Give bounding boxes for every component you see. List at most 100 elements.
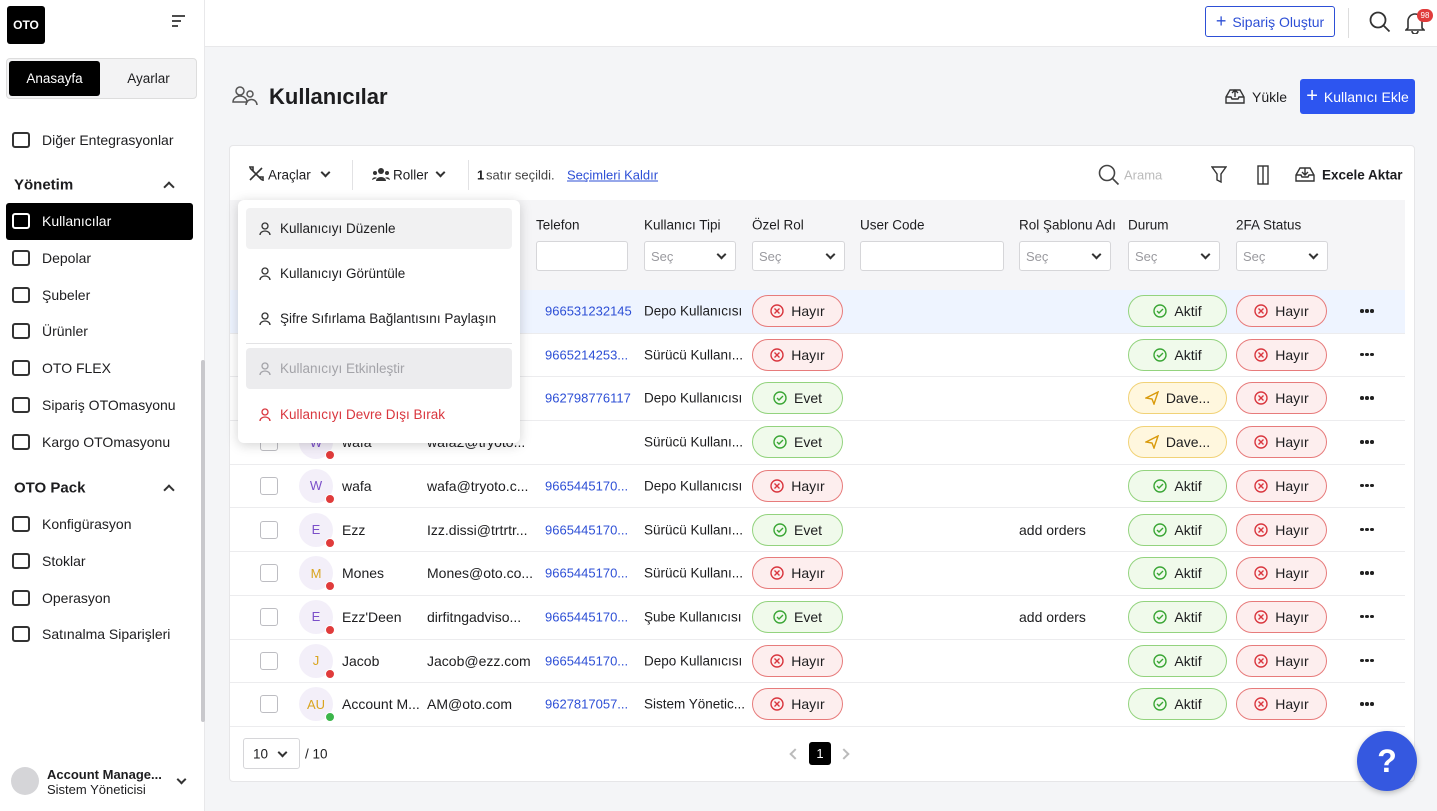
pill-icon — [1153, 653, 1168, 668]
row-checkbox[interactable] — [260, 607, 278, 626]
user-phone[interactable]: 9665445170... — [545, 653, 629, 669]
column-filter[interactable] — [860, 241, 1004, 271]
user-phone[interactable]: 966531232145 — [545, 303, 632, 319]
user-phone[interactable]: 9665445170... — [545, 522, 629, 537]
logo[interactable]: OTO — [7, 6, 45, 44]
dot — [1365, 527, 1369, 531]
user-phone[interactable]: 962798776117 — [545, 390, 631, 406]
user-phone[interactable]: 9665214253... — [545, 347, 629, 363]
topbar: + Sipariş Oluştur 98 — [205, 0, 1437, 47]
dot — [1360, 658, 1364, 663]
column-filter[interactable]: Seç — [1236, 241, 1328, 271]
pill-label: Hayır — [1275, 608, 1309, 625]
user-name: Ezz'Deen — [342, 608, 402, 625]
search-input[interactable]: Arama — [1124, 167, 1163, 183]
nav-item[interactable]: Stoklar — [42, 552, 86, 569]
row-actions[interactable] — [1360, 352, 1374, 357]
row-actions[interactable] — [1360, 614, 1374, 619]
tab[interactable]: Anasayfa — [9, 61, 100, 96]
menu-label: Kullanıcıyı Devre Dışı Bırak — [280, 407, 446, 422]
row-actions[interactable] — [1360, 483, 1374, 488]
user-phone[interactable]: 9665445170... — [545, 565, 629, 581]
user-phone[interactable]: 9627817057... — [545, 696, 629, 712]
user-type: Depo Kullanıcısı — [644, 653, 743, 669]
column-filter[interactable]: Seç — [752, 241, 845, 271]
row-checkbox[interactable] — [260, 651, 278, 670]
status-pill: Hayır — [1236, 688, 1327, 721]
section-title[interactable]: OTO Pack — [14, 479, 86, 497]
row-actions[interactable] — [1360, 658, 1374, 663]
nav-item[interactable]: Kullanıcılar — [42, 213, 112, 229]
nav-item[interactable]: Sipariş OTOmasyonu — [42, 397, 176, 413]
export-button[interactable]: Excele Aktar — [1322, 167, 1403, 183]
pill-icon — [770, 304, 784, 318]
roles-dropdown[interactable]: Roller — [393, 167, 429, 183]
row-checkbox[interactable] — [260, 520, 278, 539]
dot — [1370, 483, 1374, 488]
user-type: Sürücü Kullanı... — [644, 565, 744, 581]
menu-item[interactable]: Kullanıcıyı Düzenle — [246, 208, 512, 249]
nav-item[interactable]: Konfigürasyon — [42, 516, 132, 532]
row-actions[interactable] — [1360, 527, 1374, 532]
avatar: AU — [299, 687, 335, 723]
user-phone[interactable]: 9665445170... — [545, 609, 629, 625]
nav-item[interactable]: Operasyon — [42, 589, 111, 606]
user-role: Sistem Yöneticisi — [47, 782, 146, 797]
avatar: J — [299, 643, 335, 679]
search-icon[interactable] — [1369, 11, 1391, 33]
nav-item[interactable]: Diğer Entegrasyonlar — [42, 132, 174, 148]
menu-item: Kullanıcıyı Etkinleştir — [246, 348, 512, 389]
collapse-icon[interactable] — [172, 15, 186, 27]
row-actions[interactable] — [1360, 440, 1374, 444]
menu-item[interactable]: Şifre Sıfırlama Bağlantısını Paylaşın — [246, 298, 512, 339]
dot — [1365, 352, 1369, 357]
user-type: Sürücü Kullanı... — [644, 522, 744, 537]
user-menu-chevron[interactable] — [176, 774, 187, 785]
row-checkbox[interactable] — [260, 476, 278, 495]
columns-icon[interactable] — [1257, 165, 1269, 185]
chevron — [277, 747, 288, 758]
export-icon — [1295, 167, 1315, 182]
create-order-button[interactable]: + Sipariş Oluştur — [1205, 6, 1335, 37]
sidebar: OTO Anasayfa Ayarlar Account Manage... S… — [0, 0, 205, 811]
status-pill: Hayır — [752, 338, 843, 371]
clear-selection-link[interactable]: Seçimleri Kaldır — [567, 167, 659, 183]
row-actions[interactable] — [1360, 571, 1374, 575]
row-actions[interactable] — [1360, 309, 1374, 313]
column-filter[interactable]: Seç — [1128, 241, 1220, 271]
filter-placeholder: Seç — [1026, 248, 1049, 264]
row-actions[interactable] — [1360, 396, 1374, 400]
row-checkbox[interactable] — [260, 695, 278, 714]
menu-item[interactable]: Kullanıcıyı Görüntüle — [246, 253, 512, 294]
pill-label: Aktif — [1174, 608, 1202, 625]
filter-icon[interactable] — [1211, 166, 1227, 184]
column-filter[interactable]: Seç — [1019, 241, 1111, 271]
nav-item[interactable]: OTO FLEX — [42, 360, 111, 377]
pill-label: Hayır — [1275, 303, 1309, 319]
pill-icon — [1254, 566, 1268, 580]
tools-dropdown[interactable]: Araçlar — [268, 167, 311, 183]
menu-item[interactable]: Kullanıcıyı Devre Dışı Bırak — [246, 394, 512, 435]
page-number[interactable]: 1 — [809, 742, 831, 765]
user-name: Jacob — [342, 652, 380, 669]
upload-button[interactable]: Yükle — [1252, 89, 1288, 105]
column-filter[interactable] — [536, 241, 628, 271]
dot — [1360, 483, 1364, 488]
nav-item[interactable]: Kargo OTOmasyonu — [42, 433, 171, 450]
nav-item[interactable]: Satınalma Siparişleri — [42, 626, 171, 643]
pill-icon — [1144, 391, 1159, 406]
user-phone[interactable]: 9665445170... — [545, 478, 629, 494]
add-user-button[interactable]: + Kullanıcı Ekle — [1300, 79, 1415, 114]
column-filter[interactable]: Seç — [644, 241, 736, 271]
status-pill: Hayır — [1236, 557, 1327, 590]
tab[interactable]: Ayarlar — [127, 71, 170, 86]
row-checkbox[interactable] — [260, 564, 278, 583]
nav-item[interactable]: Depolar — [42, 249, 92, 266]
row-actions[interactable] — [1360, 702, 1374, 706]
nav-item[interactable]: Ürünler — [42, 323, 88, 340]
page-size-select[interactable]: 10 — [243, 738, 300, 769]
status-pill: Hayır — [1236, 295, 1327, 327]
help-button[interactable]: ? — [1357, 731, 1417, 791]
section-title[interactable]: Yönetim — [14, 176, 74, 194]
nav-item[interactable]: Şubeler — [42, 286, 91, 303]
